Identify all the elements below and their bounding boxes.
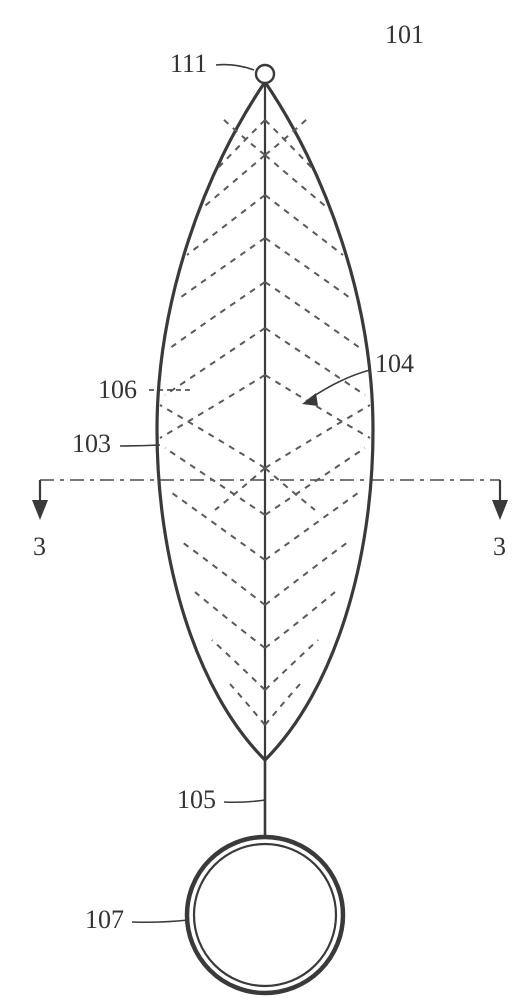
vein	[160, 405, 265, 468]
vein	[265, 118, 308, 155]
vein	[222, 118, 265, 155]
leader-105	[224, 800, 265, 802]
vein	[265, 640, 318, 690]
vein	[160, 375, 265, 438]
leader-111	[216, 65, 254, 70]
label-106: 106	[98, 375, 137, 404]
vein	[265, 405, 370, 468]
label-103: 103	[72, 429, 111, 458]
label-111: 111	[170, 49, 207, 78]
ring-outer	[187, 837, 343, 993]
leader-104-arrow	[302, 393, 318, 406]
vein	[265, 375, 370, 438]
vein	[212, 640, 265, 690]
section-line-group: 3 3	[32, 480, 508, 561]
vein	[265, 684, 300, 725]
vein	[195, 592, 265, 648]
vein	[265, 120, 312, 168]
leader-107	[132, 920, 188, 922]
vein	[172, 493, 265, 560]
label-105: 105	[177, 785, 216, 814]
vein	[265, 592, 335, 648]
section-arrow-left-head	[32, 500, 48, 520]
vein	[218, 120, 265, 168]
ring-inner	[194, 844, 336, 986]
leader-104	[308, 370, 370, 400]
section-label-left: 3	[33, 532, 46, 561]
section-label-right: 3	[493, 532, 506, 561]
vein	[265, 468, 315, 510]
vein	[265, 493, 358, 560]
vein	[230, 684, 265, 725]
vein	[215, 468, 265, 510]
label-104: 104	[375, 349, 414, 378]
patent-figure: 101 3 3	[0, 0, 531, 1000]
section-arrow-right-head	[492, 500, 508, 520]
figure-ref-label: 101	[385, 20, 424, 49]
apex-marker	[256, 65, 274, 83]
label-107: 107	[85, 905, 124, 934]
leader-103	[120, 445, 160, 446]
